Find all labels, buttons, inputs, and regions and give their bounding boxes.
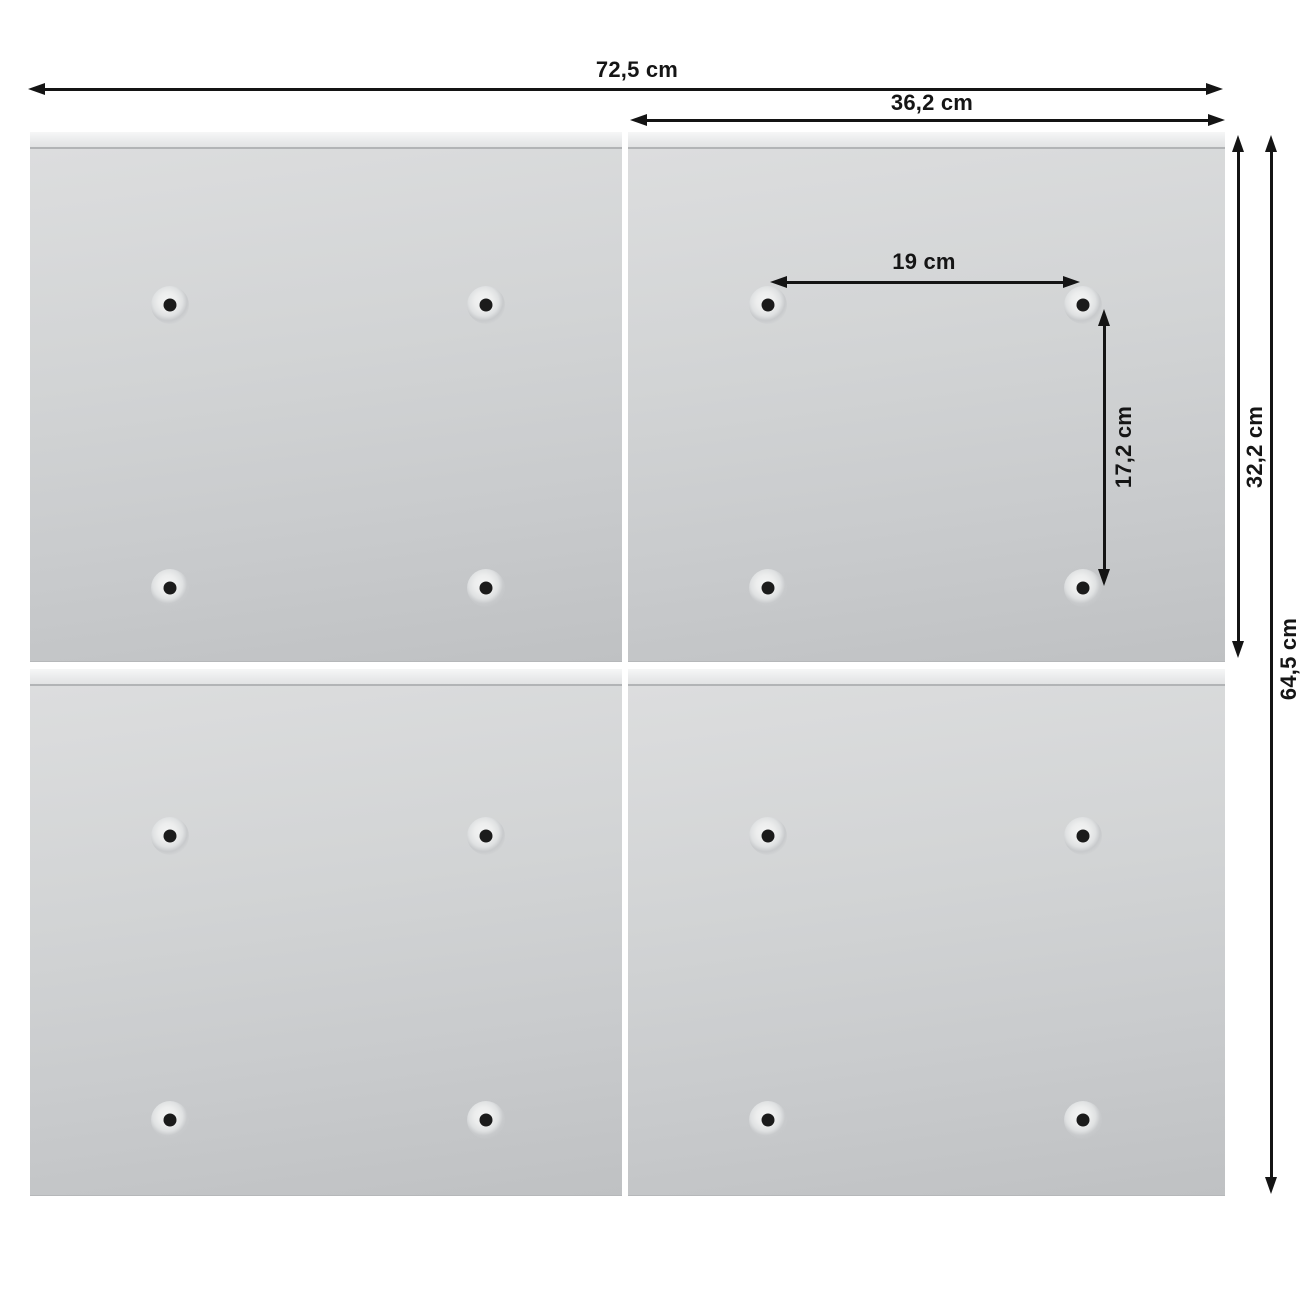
panel-top-edge	[628, 132, 1225, 149]
rubber-foot	[151, 569, 189, 607]
dim-label-total-width: 72,5 cm	[595, 57, 679, 82]
panel-top-edge	[30, 669, 622, 686]
rubber-foot	[467, 286, 505, 324]
rubber-foot	[749, 1101, 787, 1139]
rubber-foot-dot	[163, 298, 177, 312]
panel-face	[628, 686, 1225, 1196]
rubber-foot-dot	[479, 298, 493, 312]
rubber-foot	[151, 1101, 189, 1139]
rubber-foot-dot	[761, 581, 775, 595]
panel-top-right	[628, 132, 1225, 662]
dim-arrow-foot-spacing-vertical-head-bottom	[1098, 569, 1110, 586]
rubber-foot-dot	[479, 1113, 493, 1127]
rubber-foot	[1064, 1101, 1102, 1139]
dim-label-panel-width: 36,2 cm	[890, 90, 974, 115]
rubber-foot-dot	[163, 829, 177, 843]
rubber-foot-dot	[163, 1113, 177, 1127]
dim-label-foot-spacing-horizontal: 19 cm	[892, 249, 956, 274]
rubber-foot-dot	[1076, 298, 1090, 312]
rubber-foot-dot	[479, 829, 493, 843]
dim-arrow-foot-spacing-vertical-head-top	[1098, 309, 1110, 326]
rubber-foot	[151, 817, 189, 855]
rubber-foot	[1064, 817, 1102, 855]
rubber-foot	[1064, 569, 1102, 607]
dim-arrow-panel-width-head-left	[630, 114, 647, 126]
rubber-foot	[1064, 286, 1102, 324]
rubber-foot-dot	[761, 298, 775, 312]
rubber-foot-dot	[761, 829, 775, 843]
dim-arrow-total-height	[1269, 150, 1273, 1179]
dim-arrow-total-width-head-right	[1206, 83, 1223, 95]
rubber-foot-dot	[1076, 581, 1090, 595]
rubber-foot-dot	[1076, 829, 1090, 843]
rubber-foot	[749, 817, 787, 855]
rubber-foot	[467, 1101, 505, 1139]
dim-arrow-panel-width-head-right	[1208, 114, 1225, 126]
dim-arrow-foot-spacing-horizontal-head-right	[1063, 276, 1080, 288]
dim-label-total-height: 64,5 cm	[1276, 617, 1300, 701]
panel-bottom-left	[30, 669, 622, 1196]
dim-arrow-total-width-head-left	[28, 83, 45, 95]
dim-arrow-panel-width	[645, 118, 1210, 122]
dim-arrow-panel-height-head-bottom	[1232, 641, 1244, 658]
rubber-foot	[749, 569, 787, 607]
dim-arrow-foot-spacing-horizontal-head-left	[770, 276, 787, 288]
dim-arrow-panel-height-head-top	[1232, 135, 1244, 152]
panel-top-left	[30, 132, 622, 662]
rubber-foot-dot	[1076, 1113, 1090, 1127]
dim-arrow-total-height-head-top	[1265, 135, 1277, 152]
panel-face	[30, 149, 622, 662]
dim-label-panel-height: 32,2 cm	[1242, 405, 1267, 489]
rubber-foot	[467, 569, 505, 607]
rubber-foot-dot	[163, 581, 177, 595]
dim-label-foot-spacing-vertical: 17,2 cm	[1111, 405, 1136, 489]
dim-arrow-total-width	[43, 87, 1208, 91]
panel-face	[628, 149, 1225, 662]
panel-top-edge	[30, 132, 622, 149]
rubber-foot-dot	[761, 1113, 775, 1127]
panel-top-edge	[628, 669, 1225, 686]
rubber-foot	[467, 817, 505, 855]
rubber-foot-dot	[479, 581, 493, 595]
panel-face	[30, 686, 622, 1196]
rubber-foot	[749, 286, 787, 324]
dim-arrow-panel-height	[1236, 150, 1240, 643]
dim-arrow-total-height-head-bottom	[1265, 1177, 1277, 1194]
dim-arrow-foot-spacing-horizontal	[785, 280, 1065, 284]
dim-arrow-foot-spacing-vertical	[1102, 324, 1106, 571]
rubber-foot	[151, 286, 189, 324]
panel-bottom-right	[628, 669, 1225, 1196]
